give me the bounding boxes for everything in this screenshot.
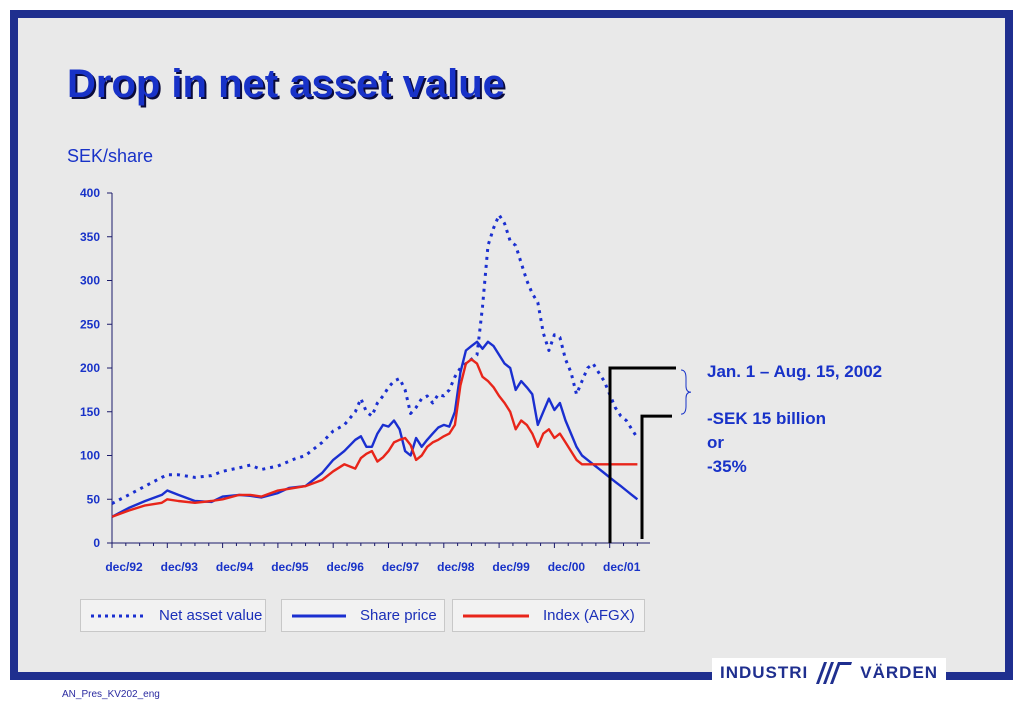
x-tick-label: dec/93 — [161, 560, 199, 574]
y-tick-label: 350 — [80, 230, 100, 244]
legend-item-index: Index (AFGX) — [452, 599, 645, 632]
chart-axes: 0 50 100 150 200 250 300 350 400 dec/92 dec/93 dec/… — [80, 186, 650, 574]
industrivarden-logo-icon — [816, 662, 853, 684]
legend-label-index: Index (AFGX) — [543, 607, 635, 624]
slide-frame — [10, 10, 1013, 680]
footer-bar-left — [10, 673, 707, 680]
legend-swatch-dotted — [91, 614, 145, 617]
y-tick-label: 0 — [93, 536, 100, 550]
x-tick-label: dec/96 — [327, 560, 365, 574]
legend-swatch-blue — [292, 614, 346, 617]
annotation-amount: -SEK 15 billion — [707, 409, 827, 428]
y-tick-label: 400 — [80, 186, 100, 200]
y-unit-label: SEK/share — [67, 146, 154, 166]
y-tick-label: 300 — [80, 274, 100, 288]
legend-label-share: Share price — [360, 607, 437, 624]
slide-title: Drop in net asset value — [67, 62, 505, 106]
series-line-2 — [111, 358, 638, 518]
company-logo: INDUSTRI VÄRDEN — [712, 658, 947, 688]
footnote: AN_Pres_KV202_eng — [62, 689, 160, 700]
x-tick-label: dec/00 — [548, 560, 586, 574]
x-tick-label: dec/94 — [216, 560, 254, 574]
annotation-or: or — [707, 433, 724, 452]
x-tick-label: dec/01 — [603, 560, 641, 574]
chart-series — [111, 213, 639, 518]
bracket-bottom-line — [640, 414, 672, 539]
legend-label-nav: Net asset value — [159, 607, 263, 624]
y-tick-label: 100 — [80, 449, 100, 463]
x-tick-label: dec/99 — [492, 560, 530, 574]
y-tick-label: 200 — [80, 361, 100, 375]
annotation-percent: -35% — [707, 457, 747, 476]
y-tick-label: 50 — [87, 492, 101, 506]
legend-item-nav: Net asset value — [80, 599, 266, 632]
series-line-0 — [111, 213, 639, 505]
footer-bar-right — [952, 673, 1013, 680]
x-tick-label: dec/97 — [382, 560, 420, 574]
annotation-period: Jan. 1 – Aug. 15, 2002 — [707, 362, 883, 381]
legend-swatch-red — [463, 614, 529, 617]
decline-bracket — [608, 366, 692, 543]
bracket-top-line — [608, 366, 676, 543]
logo-text-left: INDUSTRI — [720, 663, 809, 682]
x-tick-label: dec/98 — [437, 560, 475, 574]
x-tick-label: dec/92 — [105, 560, 143, 574]
x-tick-label: dec/95 — [271, 560, 309, 574]
legend-item-share: Share price — [281, 599, 445, 632]
curly-brace — [680, 369, 692, 415]
series-line-1 — [111, 340, 639, 518]
y-tick-label: 150 — [80, 405, 100, 419]
y-tick-label: 250 — [80, 317, 100, 331]
logo-text-right: VÄRDEN — [860, 663, 939, 682]
